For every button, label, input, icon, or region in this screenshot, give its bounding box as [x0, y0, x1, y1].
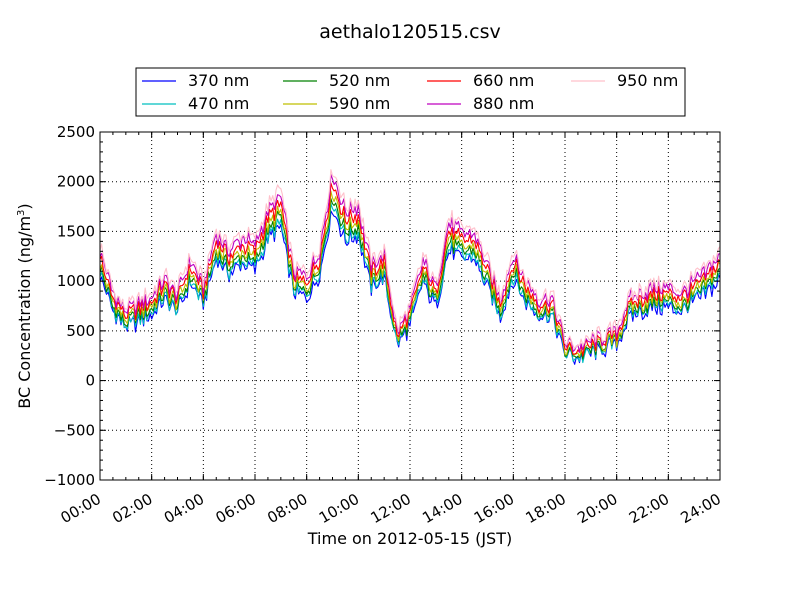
series-line-660-nm: [99, 182, 721, 357]
y-tick-label: 0: [85, 372, 95, 390]
legend: [135, 67, 686, 117]
legend-label: 590 nm: [329, 94, 390, 113]
legend-label: 470 nm: [188, 94, 249, 113]
y-tick-label: 500: [66, 322, 95, 340]
y-tick-label: 1000: [57, 272, 95, 290]
legend-label: 660 nm: [473, 71, 534, 90]
y-tick-label: 2000: [57, 173, 95, 191]
legend-label: 950 nm: [617, 71, 678, 90]
series-line-880-nm: [99, 174, 721, 353]
series-line-590-nm: [99, 190, 721, 358]
series-line-370-nm: [99, 210, 721, 365]
series-line-470-nm: [99, 203, 721, 364]
legend-label: 880 nm: [473, 94, 534, 113]
y-tick-label: −500: [54, 421, 95, 439]
y-tick-label: −1000: [44, 471, 95, 489]
x-axis-title: Time on 2012-05-15 (JST): [307, 529, 512, 548]
chart-title: aethalo120515.csv: [319, 21, 501, 43]
series-line-950-nm: [99, 169, 721, 350]
y-tick-label: 2500: [57, 123, 95, 141]
y-axis-title-sup: 3: [16, 210, 27, 216]
y-tick-label: 1500: [57, 222, 95, 240]
y-axis-title-main: BC Concentration (ng/m: [15, 216, 34, 409]
y-axis-title: BC Concentration (ng/m3): [15, 203, 34, 408]
legend-label: 520 nm: [329, 71, 390, 90]
y-axis-title-end: ): [15, 203, 34, 209]
legend-label: 370 nm: [188, 71, 249, 90]
